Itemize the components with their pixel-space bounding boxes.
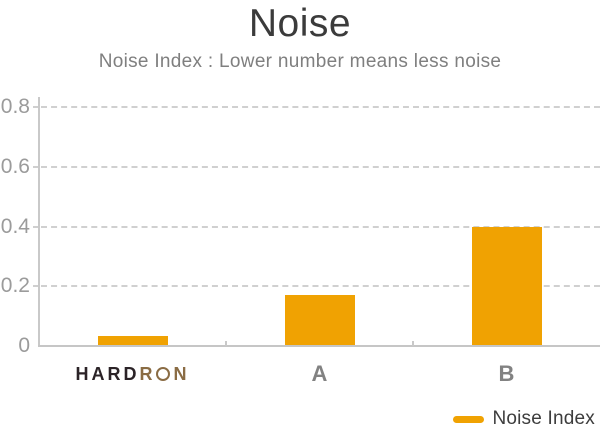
logo-ring-o-icon [155,367,170,381]
y-axis-tick [33,106,39,108]
legend-swatch-icon [453,415,485,423]
y-tick-label: 0.6 [0,154,30,178]
x-label-text: A [311,361,328,386]
logo-bronze-letter-n: N [173,364,190,384]
gridline [41,225,600,228]
bar-hardron [97,335,168,346]
y-tick-label: 0.8 [0,95,30,118]
gridline [41,165,600,168]
legend: Noise Index [453,407,595,430]
gridline [41,285,600,288]
y-axis-line [38,97,40,346]
chart-subtitle: Noise Index : Lower number means less no… [98,51,502,72]
x-axis-tick [225,341,227,346]
bar-b [471,226,542,346]
legend-label: Noise Index [492,408,595,429]
y-tick-label: 0.2 [0,274,30,298]
logo-bronze-letter-r: R [139,364,156,384]
y-tick-label: 0.4 [0,214,30,238]
x-label-a: A [226,356,413,392]
y-axis-tick [33,285,39,288]
y-axis-tick [33,225,39,228]
x-axis-line [38,345,600,347]
gridline [41,106,600,108]
y-axis-tick [33,165,39,168]
x-axis-tick [412,341,414,346]
hardron-brand-logo: HARD R N [76,365,190,383]
x-label-text: B [498,361,515,386]
chart-title: Noise [248,2,352,45]
x-label-b: B [413,356,600,392]
x-label-hardron: HARD R N [39,356,226,392]
logo-dark-letters: HARD [75,364,140,384]
bar-a [284,295,355,346]
y-tick-label: 0 [18,334,30,357]
